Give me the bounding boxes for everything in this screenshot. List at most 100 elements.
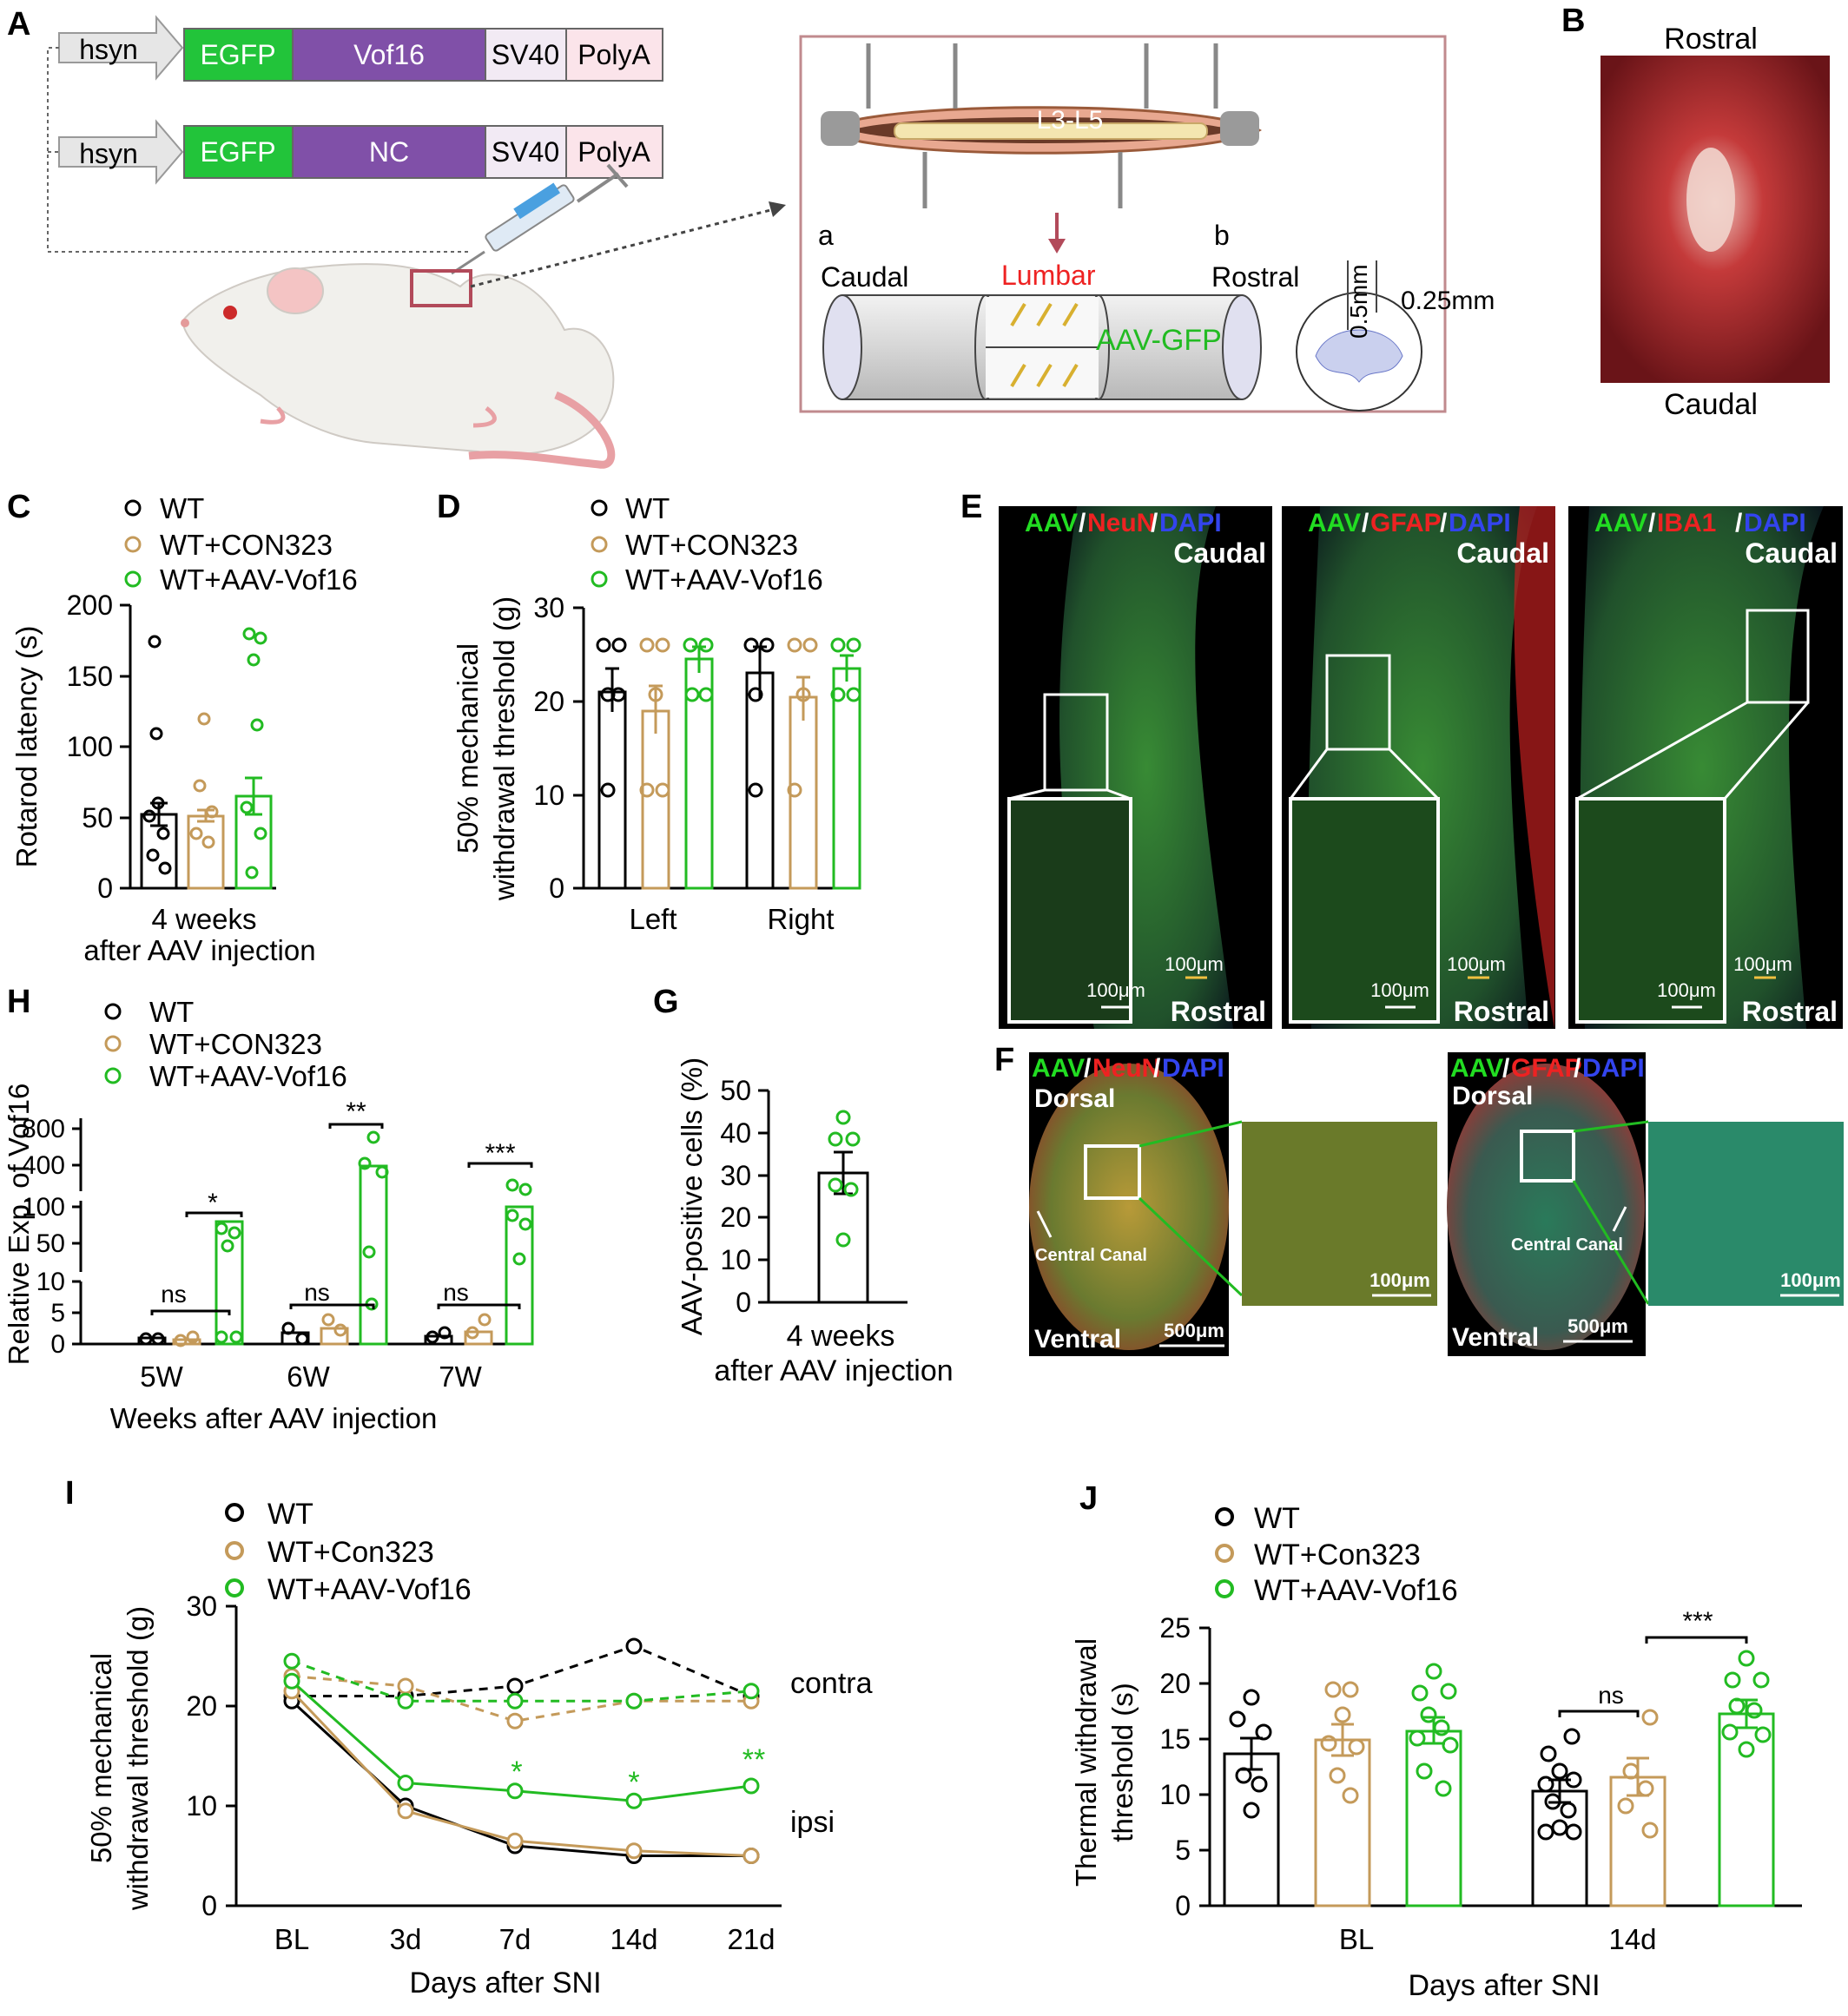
- x-tick-label: 7d: [499, 1923, 531, 1955]
- data-point: [506, 1832, 524, 1849]
- data-point: [625, 1692, 643, 1710]
- tick-label: 5: [1175, 1835, 1191, 1866]
- marker-label: GFAP: [1370, 509, 1442, 537]
- marker-label: IBA1: [1657, 509, 1716, 537]
- ventral-label: Ventral: [1034, 1325, 1121, 1354]
- bar-con323: [187, 814, 225, 890]
- aav-label: AAV: [1032, 1054, 1085, 1083]
- construct-nc: hsyn EGFP NC SV40 PolyA: [58, 119, 663, 185]
- sig-star: *: [628, 1766, 639, 1799]
- canal-label: Central Canal: [1035, 1246, 1147, 1265]
- x-tick-label: BL: [1339, 1923, 1374, 1955]
- legend-aav-vof16: WT+AAV-Vof16: [267, 1573, 472, 1606]
- panel-label-e: E: [960, 489, 982, 525]
- tick-label: 200: [67, 590, 113, 621]
- legend-aav-vof16: WT+AAV-Vof16: [160, 563, 358, 596]
- y-axis-label: withdrawal threshold (g): [488, 596, 520, 901]
- panel-label-b: B: [1561, 3, 1585, 39]
- bar-right-con323: [789, 695, 818, 890]
- panel-b: B Rostral Caudal: [1561, 3, 1830, 421]
- rostral-label: Rostral: [1454, 996, 1549, 1027]
- y-axis-label: withdrawal threshold (g): [122, 1606, 154, 1911]
- rostral-label: Rostral: [1664, 23, 1758, 56]
- tick-label: 100: [22, 1193, 65, 1222]
- polya-label: PolyA: [578, 39, 650, 70]
- polya-label: PolyA: [578, 136, 650, 168]
- lines-i: [283, 1637, 760, 1864]
- sig-label: ns: [161, 1281, 187, 1308]
- tick-label: 0: [1175, 1890, 1191, 1921]
- sig-star: *: [511, 1756, 522, 1789]
- rostral-label: Rostral: [1211, 261, 1299, 293]
- axis-i: 0 10 20 30 50% mechanical withdrawal thr…: [85, 1591, 873, 2000]
- tick-label: 100: [67, 731, 113, 762]
- separator: /: [1362, 509, 1370, 537]
- label-a: a: [818, 220, 834, 251]
- tick-label: 0: [736, 1287, 751, 1318]
- aav-label: AAV: [1025, 509, 1078, 537]
- tick-label: 0: [549, 873, 564, 904]
- y-axis-label: 50% mechanical: [452, 643, 484, 853]
- tick-label: 20: [1159, 1668, 1191, 1699]
- polya-box: [565, 125, 663, 179]
- data-point: [625, 1792, 643, 1809]
- tick-label: 0: [97, 873, 113, 904]
- sv40-label: SV40: [492, 39, 559, 70]
- x-tick-label: 21d: [727, 1923, 775, 1955]
- separator: /: [1079, 509, 1086, 537]
- tick-label: 25: [1159, 1612, 1191, 1644]
- dapi-label: DAPI: [1449, 509, 1511, 537]
- dapi-label: DAPI: [1162, 1054, 1224, 1083]
- panel-h: H WT WT+CON323 WT+AAV-Vof16 0 5 10 50 10…: [3, 984, 534, 1434]
- legend-i: WT WT+Con323 WT+AAV-Vof16: [225, 1498, 472, 1606]
- f-image-gfap: AAV / GFAP / DAPI Dorsal Ventral Central…: [1447, 1052, 1650, 1356]
- tick-label: 20: [186, 1690, 217, 1722]
- injection-site-box: [410, 269, 472, 307]
- panel-e: E AAV / NeuN / DAPI Caudal Rostral 100μm…: [960, 489, 1843, 1029]
- dapi-label: DAPI: [1582, 1054, 1645, 1083]
- construct-vof16: hsyn EGFP Vof16 SV40 PolyA: [58, 15, 663, 82]
- marker-label: NeuN: [1087, 509, 1155, 537]
- sig-label: ns: [304, 1279, 330, 1306]
- f-image-neun: AAV / NeuN / DAPI Dorsal Ventral Central…: [1029, 1052, 1244, 1356]
- sig-label: ***: [1682, 1607, 1713, 1636]
- data-point: [397, 1677, 414, 1695]
- tick-label: 40: [720, 1117, 751, 1149]
- dorsal-label: Dorsal: [1034, 1084, 1115, 1113]
- hsyn-label: hsyn: [79, 138, 138, 169]
- data-point: [742, 1683, 760, 1700]
- panel-label-h: H: [7, 984, 30, 1020]
- sv40-label: SV40: [492, 136, 559, 168]
- panel-label-d: D: [437, 489, 460, 525]
- hsyn-promoter: [58, 15, 184, 81]
- legend-j: WT WT+Con323 WT+AAV-Vof16: [1215, 1502, 1458, 1607]
- nc-label: NC: [369, 136, 409, 168]
- scale-label: 100μm: [1165, 953, 1224, 975]
- vof16-label: Vof16: [353, 39, 425, 70]
- aav-label: AAV: [1308, 509, 1361, 537]
- caudal-label: Caudal: [821, 261, 908, 293]
- sig-label: **: [346, 1097, 366, 1126]
- separator: /: [1440, 509, 1448, 537]
- bar-6w-aav: [359, 1164, 388, 1346]
- data-point: [625, 1842, 643, 1860]
- bars-d: [596, 637, 861, 890]
- sig-label: ns: [1598, 1682, 1624, 1709]
- x-tick-label: 14d: [1608, 1923, 1656, 1955]
- x-axis-label: Days after SNI: [1408, 1969, 1600, 2002]
- exposed-cord: [1686, 148, 1735, 252]
- scale-label: 100μm: [1086, 979, 1145, 1001]
- lumbar-label: Lumbar: [1001, 260, 1096, 291]
- caudal-label: Caudal: [1745, 537, 1838, 569]
- contra-label: contra: [790, 1667, 873, 1700]
- tick-label: 50: [720, 1075, 751, 1106]
- ventral-label: Ventral: [1452, 1323, 1539, 1352]
- marker-label: GFAP: [1511, 1054, 1582, 1083]
- x-axis-label: after AAV injection: [714, 1354, 953, 1387]
- sv40-box: [485, 125, 567, 179]
- scale-label: 100μm: [1370, 1269, 1430, 1291]
- panel-a: A hsyn EGFP Vof16 SV40 PolyA hsyn EGFP N…: [7, 6, 1495, 469]
- x-axis-label: after AAV injection: [83, 934, 315, 966]
- cord-cross-section: [1296, 260, 1422, 412]
- dorsal-label: Dorsal: [1452, 1082, 1533, 1110]
